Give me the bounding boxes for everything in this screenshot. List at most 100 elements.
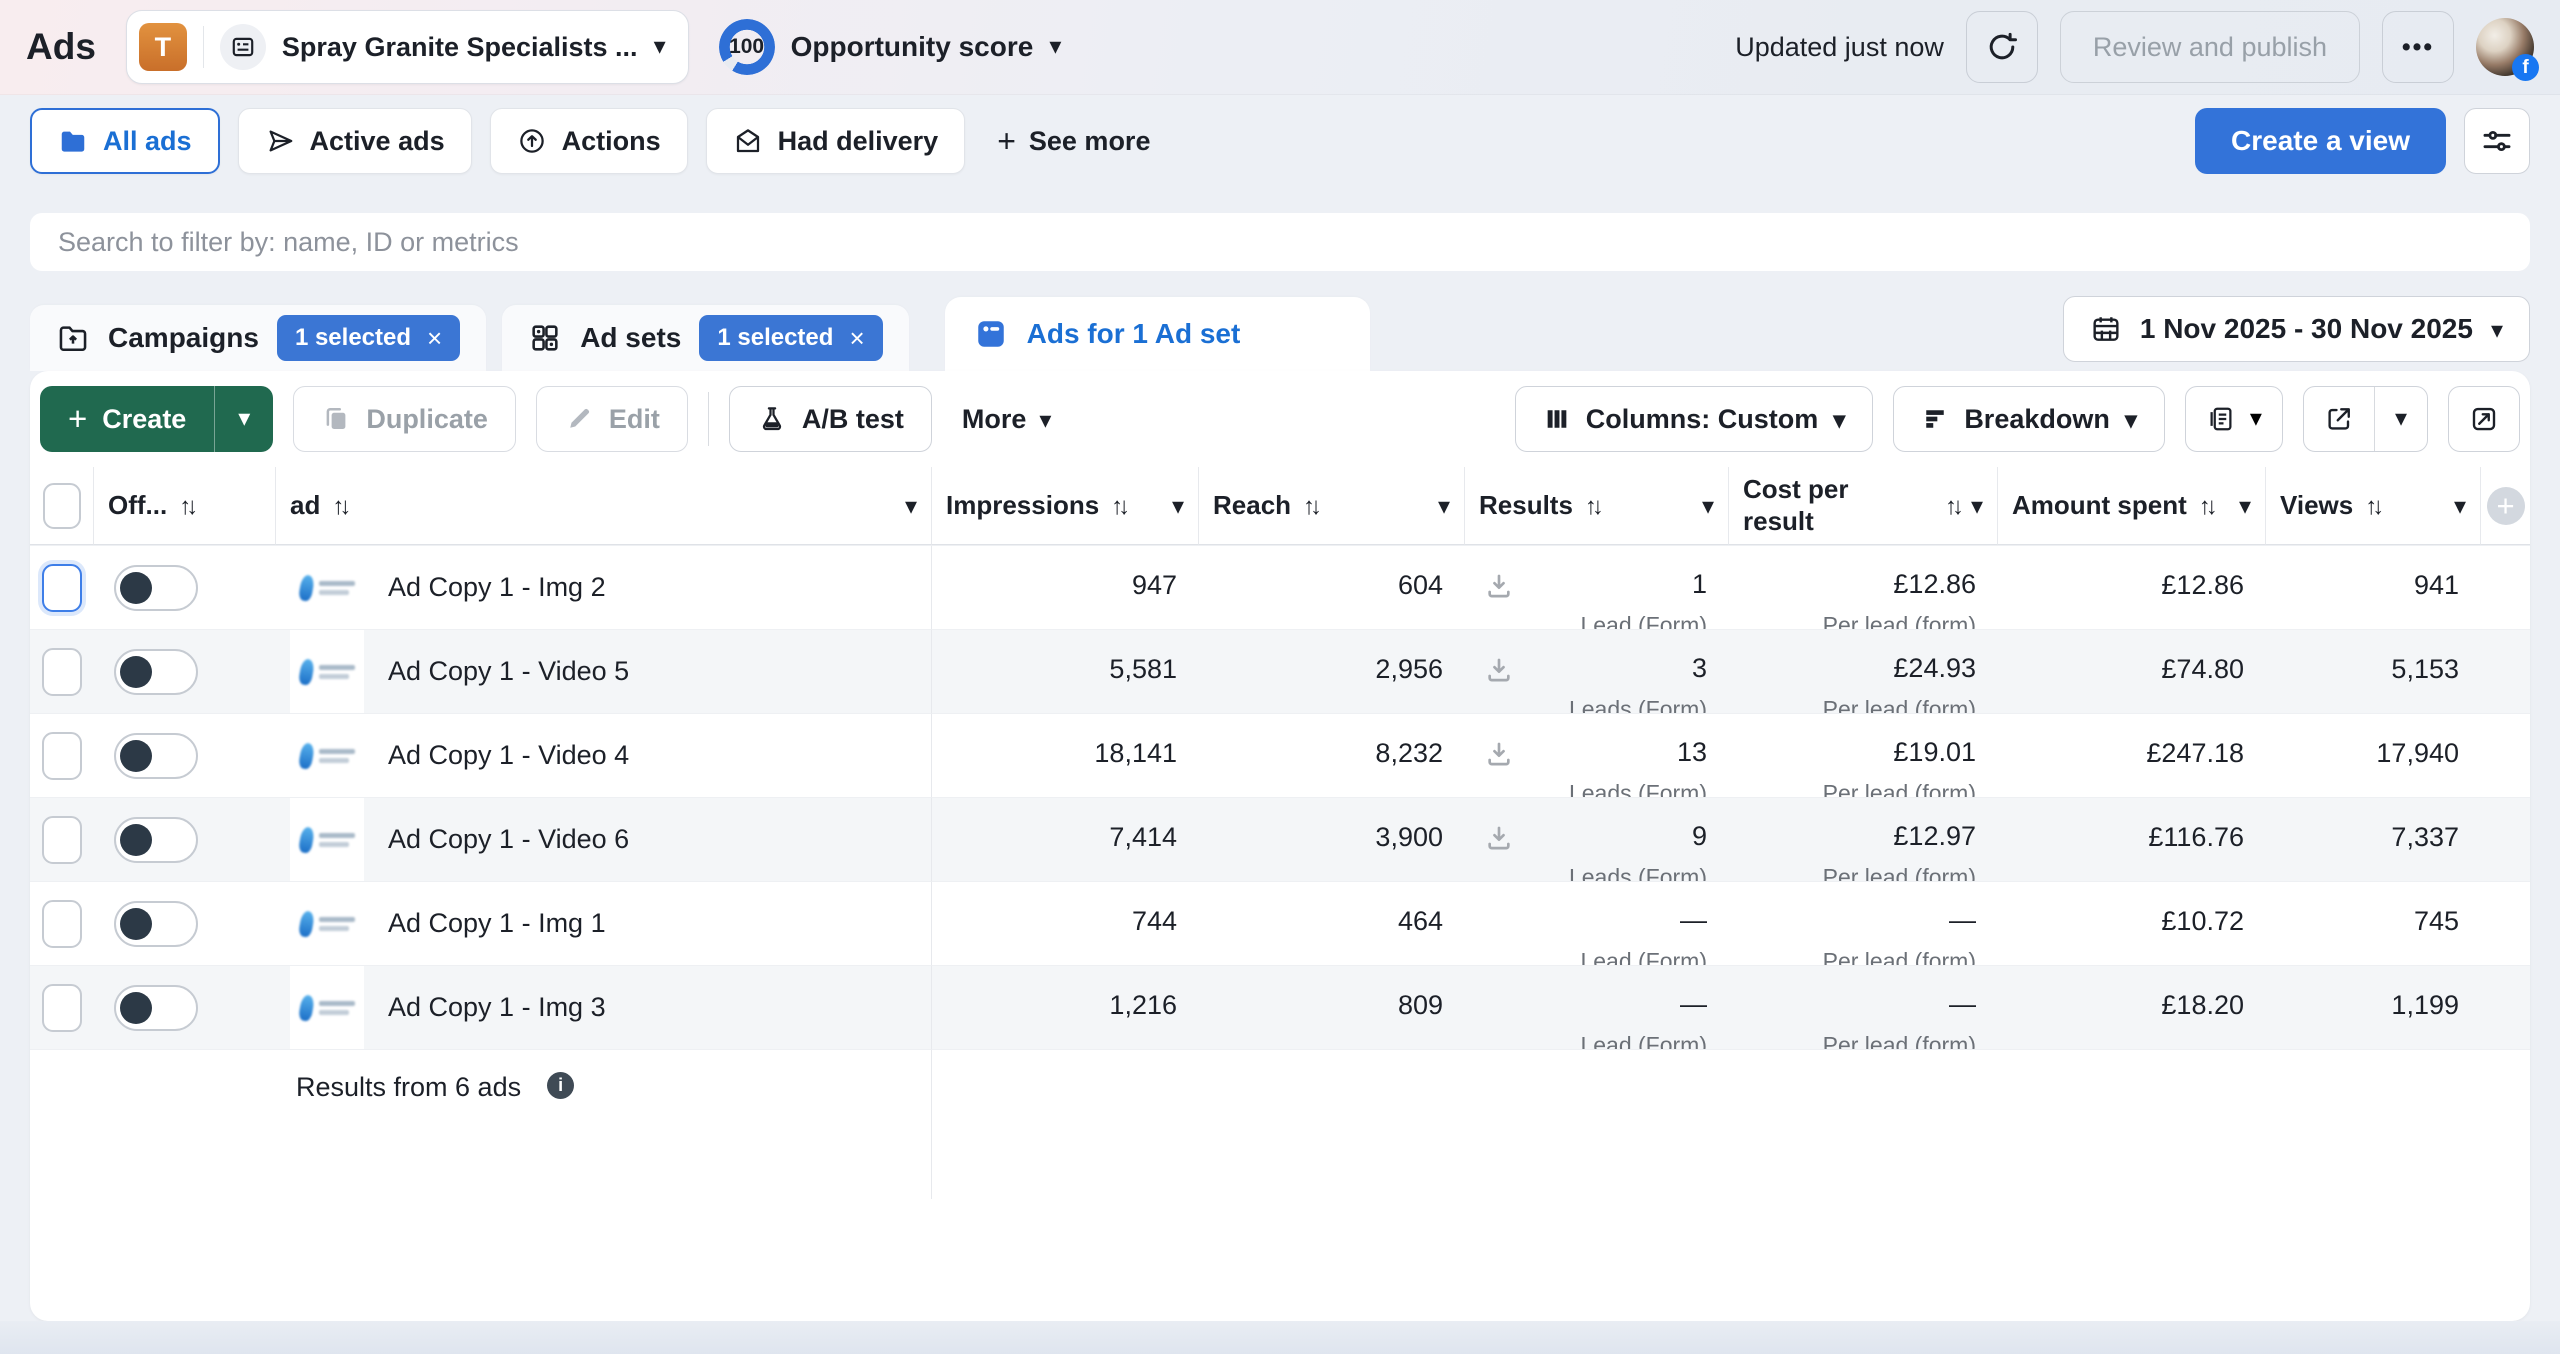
ad-status-toggle[interactable] (114, 649, 198, 695)
create-dropdown-button[interactable] (215, 386, 273, 452)
tab-active-ads[interactable]: Active ads (238, 108, 472, 174)
see-more-button[interactable]: + See more (983, 123, 1164, 160)
ad-thumbnail (290, 714, 364, 797)
sort-icon[interactable] (332, 490, 346, 521)
columns-button[interactable]: Columns: Custom (1515, 386, 1874, 452)
ad-status-toggle[interactable] (114, 733, 198, 779)
chevron-down-icon[interactable] (1438, 490, 1450, 521)
envelope-icon (733, 126, 763, 156)
sort-icon[interactable] (1111, 490, 1125, 521)
ab-test-button[interactable]: A/B test (729, 386, 932, 452)
chevron-down-icon[interactable] (1702, 490, 1714, 521)
results-cell: 9 Leads (Form) (1465, 797, 1729, 881)
amount-spent-value: £18.20 (1998, 965, 2266, 1049)
ad-status-toggle[interactable] (114, 985, 198, 1031)
export-action[interactable] (2304, 387, 2374, 451)
edit-button[interactable]: Edit (536, 386, 688, 452)
header-views[interactable]: Views (2266, 467, 2481, 545)
row-checkbox[interactable] (42, 900, 82, 948)
header-impressions[interactable]: Impressions (932, 467, 1199, 545)
chevron-down-icon[interactable] (905, 490, 917, 521)
toolbar-right: Columns: Custom Breakdown (1515, 386, 2520, 452)
view-settings-button[interactable] (2464, 108, 2530, 174)
reports-button[interactable] (2185, 386, 2283, 452)
chevron-down-icon (654, 35, 666, 59)
ad-name[interactable]: Ad Copy 1 - Video 6 (388, 824, 629, 855)
close-icon[interactable]: × (427, 325, 442, 351)
ad-name[interactable]: Ad Copy 1 - Video 4 (388, 740, 629, 771)
sort-icon[interactable] (179, 490, 193, 521)
export-dropdown[interactable] (2374, 387, 2427, 451)
more-label: More (962, 404, 1027, 435)
header-cost-per-result[interactable]: Cost per result (1729, 467, 1998, 545)
more-options-button[interactable]: ••• (2382, 11, 2454, 83)
info-icon[interactable]: i (547, 1072, 574, 1099)
tab-ad-sets[interactable]: Ad sets 1 selected × (502, 305, 908, 371)
sort-icon[interactable] (2199, 490, 2213, 521)
ad-status-toggle[interactable] (114, 565, 198, 611)
tab-ads[interactable]: Ads for 1 Ad set (945, 297, 1371, 371)
date-range-selector[interactable]: 1 Nov 2025 - 30 Nov 2025 (2063, 296, 2530, 362)
ad-status-toggle[interactable] (114, 901, 198, 947)
header-results[interactable]: Results (1465, 467, 1729, 545)
header-reach[interactable]: Reach (1199, 467, 1465, 545)
top-bar-actions: Updated just now Review and publish ••• … (1735, 11, 2534, 83)
header-ad[interactable]: ad (276, 467, 932, 545)
ad-sets-selected-badge[interactable]: 1 selected × (699, 315, 882, 361)
account-selector[interactable]: T Spray Granite Specialists ... (126, 10, 689, 84)
download-leads-icon[interactable] (1483, 570, 1515, 629)
add-column-spacer (2481, 545, 2530, 629)
ads-table: Off... ad Impressions Reach (30, 467, 2530, 1199)
create-button[interactable]: + Create (40, 386, 273, 452)
account-name: Spray Granite Specialists ... (282, 32, 638, 63)
row-checkbox[interactable] (42, 816, 82, 864)
export-button[interactable] (2303, 386, 2428, 452)
user-avatar[interactable]: f (2476, 18, 2534, 76)
refresh-button[interactable] (1966, 11, 2038, 83)
row-checkbox[interactable] (42, 564, 82, 612)
add-column-button[interactable]: + (2487, 487, 2525, 525)
tab-campaigns[interactable]: Campaigns 1 selected × (30, 305, 486, 371)
download-leads-icon[interactable] (1483, 738, 1515, 797)
chevron-down-icon[interactable] (1172, 490, 1184, 521)
ad-name[interactable]: Ad Copy 1 - Img 3 (388, 992, 606, 1023)
calendar-icon (2090, 313, 2122, 345)
breakdown-button[interactable]: Breakdown (1893, 386, 2165, 452)
search-input[interactable] (30, 213, 2530, 271)
sliders-icon (2480, 124, 2514, 158)
sort-icon[interactable] (1585, 490, 1599, 521)
results-summary-text: Results from 6 ads (296, 1072, 521, 1103)
sort-icon[interactable] (1945, 490, 1959, 521)
chevron-down-icon[interactable] (2239, 490, 2251, 521)
view-charts-button[interactable] (2448, 386, 2520, 452)
sort-icon[interactable] (1303, 490, 1317, 521)
ad-name[interactable]: Ad Copy 1 - Video 5 (388, 656, 629, 687)
results-value: — (1680, 988, 1707, 1020)
download-leads-icon[interactable] (1483, 822, 1515, 881)
row-checkbox[interactable] (42, 732, 82, 780)
row-checkbox[interactable] (42, 648, 82, 696)
tab-all-ads[interactable]: All ads (30, 108, 220, 174)
tab-actions[interactable]: Actions (490, 108, 688, 174)
header-amount-spent[interactable]: Amount spent (1998, 467, 2266, 545)
more-button[interactable]: More (952, 404, 1062, 435)
review-and-publish-button[interactable]: Review and publish (2060, 11, 2360, 83)
toggle-knob (120, 992, 152, 1024)
close-icon[interactable]: × (849, 325, 864, 351)
create-a-view-button[interactable]: Create a view (2195, 108, 2446, 174)
ad-name[interactable]: Ad Copy 1 - Img 1 (388, 908, 606, 939)
download-leads-icon[interactable] (1483, 654, 1515, 713)
row-checkbox[interactable] (42, 984, 82, 1032)
select-all-checkbox[interactable] (43, 483, 81, 529)
chevron-down-icon[interactable] (2454, 490, 2466, 521)
ad-name[interactable]: Ad Copy 1 - Img 2 (388, 572, 606, 603)
ad-status-toggle[interactable] (114, 817, 198, 863)
tab-label: Campaigns (108, 322, 259, 354)
duplicate-button[interactable]: Duplicate (293, 386, 516, 452)
sort-icon[interactable] (2365, 490, 2379, 521)
tab-had-delivery[interactable]: Had delivery (706, 108, 966, 174)
header-off[interactable]: Off... (94, 467, 276, 545)
chevron-down-icon[interactable] (1971, 490, 1983, 521)
campaigns-selected-badge[interactable]: 1 selected × (277, 315, 460, 361)
opportunity-score[interactable]: 100 Opportunity score (719, 19, 1062, 75)
